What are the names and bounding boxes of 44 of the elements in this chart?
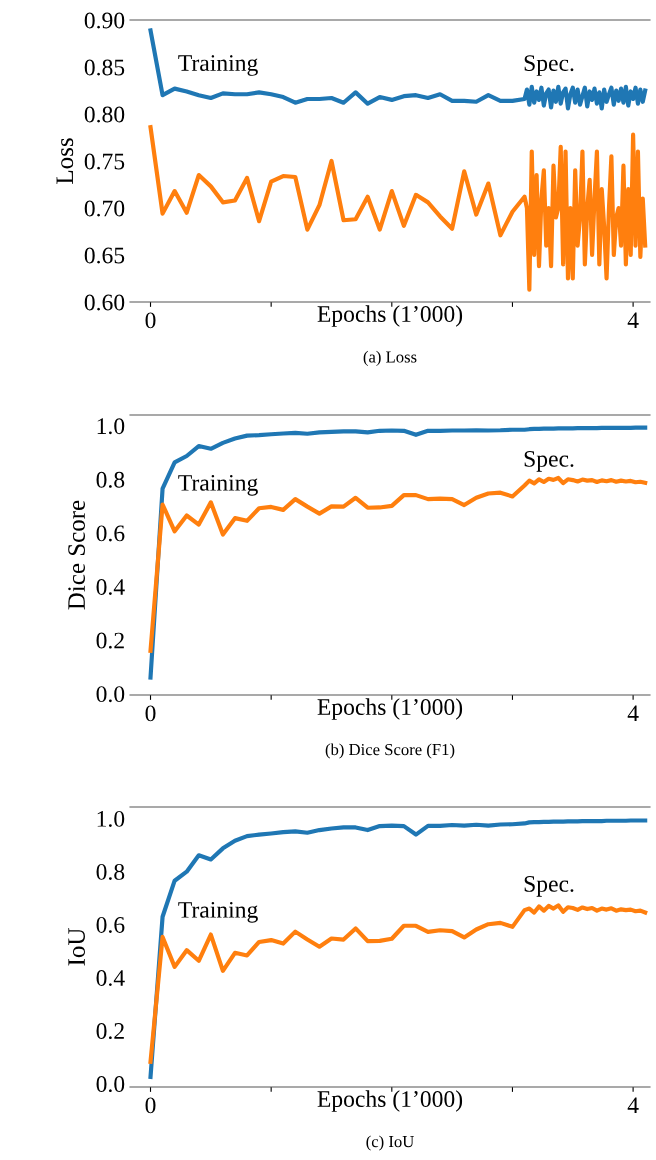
- y-tick-label: 0.90: [84, 12, 125, 29]
- y-tick-label: 0.8: [96, 471, 125, 488]
- text: (a) Loss: [363, 350, 417, 366]
- y-tick-label: 0.6: [96, 525, 125, 542]
- y-axis-title: Dice Score: [68, 500, 85, 610]
- x-tick-label: 4: [627, 1097, 639, 1114]
- y-tick-label: 0.60: [84, 294, 125, 311]
- annotation: Training: [178, 55, 258, 76]
- y-tick-label: 1.0: [97, 418, 125, 435]
- y-tick-label: 0.85: [84, 59, 125, 76]
- y-tick-label: 0.6: [96, 916, 125, 933]
- y-tick-label: 0.8: [96, 863, 125, 880]
- x-axis-title: Epochs (1’000): [317, 698, 463, 720]
- line-series: [148, 125, 648, 292]
- x-axis-title: Epochs (1’000): [317, 305, 463, 327]
- y-tick-label: 0.80: [84, 106, 125, 123]
- text: (c) IoU: [366, 1135, 414, 1151]
- annotation: Spec.: [524, 876, 574, 897]
- y-tick-label: 0.0: [96, 686, 125, 703]
- text: (b) Dice Score (F1): [325, 743, 455, 759]
- annotation: Spec.: [524, 55, 574, 76]
- y-tick-label: 0.4: [96, 969, 125, 987]
- x-axis-title: Epochs (1’000): [317, 1090, 463, 1112]
- y-axis-title: Loss: [56, 138, 74, 184]
- y-tick-label: 0.2: [96, 1023, 124, 1040]
- x-tick-label: 0: [145, 312, 156, 329]
- y-tick-label: 0.0: [96, 1076, 125, 1093]
- line-series: [148, 475, 648, 653]
- line-series: [148, 903, 648, 1064]
- line-series: [148, 28, 648, 111]
- annotation: Training: [178, 901, 258, 923]
- y-axis-title: IoU: [68, 928, 85, 966]
- x-tick-label: 4: [627, 705, 639, 722]
- x-tick-label: 4: [627, 312, 639, 329]
- y-tick-label: 0.4: [96, 578, 125, 596]
- x-tick-label: 0: [145, 705, 156, 722]
- y-tick-label: 1.0: [97, 810, 125, 827]
- y-tick-label: 0.2: [96, 632, 124, 649]
- y-tick-label: 0.75: [84, 153, 125, 170]
- annotation: Training: [178, 474, 258, 496]
- y-tick-label: 0.70: [84, 200, 125, 217]
- annotation: Spec.: [524, 450, 574, 472]
- x-tick-label: 0: [145, 1097, 156, 1114]
- y-tick-label: 0.65: [84, 247, 125, 264]
